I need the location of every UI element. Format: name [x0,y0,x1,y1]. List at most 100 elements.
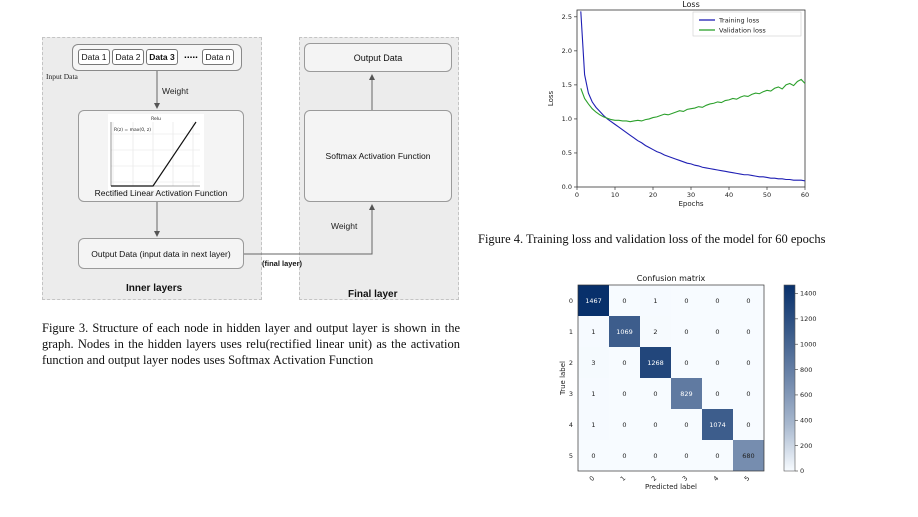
output-final-node: Output Data [304,43,452,72]
cm-colorbar-tick-label: 200 [800,442,812,450]
cm-x-axis-label: Predicted label [645,483,697,491]
cm-y-tick-label: 2 [569,359,573,367]
cm-cell-value: 0 [746,390,750,398]
cm-cell-value: 1074 [709,421,726,429]
cm-cell [578,285,609,316]
cm-cell-value: 3 [591,359,595,367]
loss-y-axis-label: Loss [547,90,555,106]
loss-legend-label: Validation loss [719,26,766,34]
cm-cell [609,316,640,347]
cm-cell [671,285,702,316]
cm-cell [702,316,733,347]
cm-cell [609,378,640,409]
cm-x-tick-label: 1 [619,474,628,483]
cm-cell-value: 0 [746,297,750,305]
cm-cell [640,285,671,316]
cm-cell [578,378,609,409]
loss-y-tick-label: 0.5 [562,149,572,157]
cm-cell-value: 1 [591,421,595,429]
cm-x-tick-label: 5 [743,474,752,483]
relu-mini-formula: R(z) = max(0, z) [114,127,151,133]
loss-legend [692,11,802,37]
cm-cell [733,440,764,471]
cm-cell [671,409,702,440]
cm-cell [640,347,671,378]
cm-cell-value: 0 [684,421,688,429]
cm-x-tick-label: 0 [588,474,597,483]
cm-cell [702,285,733,316]
cm-cell-value: 0 [715,328,719,336]
cm-cell [733,409,764,440]
loss-legend-label: Training loss [718,16,760,24]
cm-colorbar [783,284,796,472]
cm-cell-value: 0 [715,390,719,398]
inner-layers-title: Inner layers [126,283,183,294]
cm-cell-value: 0 [684,297,688,305]
loss-y-tick-label: 0.0 [562,183,572,191]
loss-y-tick-label: 2.0 [562,47,572,55]
cm-cell-value: 0 [622,421,626,429]
cm-cell-value: 1 [591,390,595,398]
cm-cell [640,409,671,440]
cm-colorbar-tick-label: 0 [800,467,804,475]
cm-cell [609,347,640,378]
cm-cell [609,285,640,316]
loss-x-tick-label: 60 [801,191,809,199]
cm-colorbar-tick-label: 400 [800,416,812,424]
cm-cell [640,316,671,347]
cm-cell-value: 0 [591,452,595,460]
loss-chart-title: Loss [682,0,700,9]
cm-cell-value: 0 [684,452,688,460]
cm-cell [671,440,702,471]
cm-cell [671,347,702,378]
cm-cell [702,440,733,471]
output-inner-node: Output Data (input data in next layer) [78,238,244,269]
loss-x-tick-label: 50 [763,191,771,199]
loss-x-axis-label: Epochs [678,200,703,208]
final-layer-title: Final layer [348,289,398,300]
cm-cell-value: 0 [622,452,626,460]
weight-label-right: Weight [331,221,358,231]
cm-cell [733,316,764,347]
loss-x-tick-label: 0 [575,191,579,199]
loss-y-tick-label: 2.5 [562,13,572,21]
loss-series-line-1 [580,78,806,123]
loss-x-tick-label: 30 [687,191,695,199]
loss-x-tick-label: 40 [725,191,733,199]
cm-colorbar-tick-label: 800 [800,366,812,374]
relu-label: Rectified Linear Activation Function [94,188,228,198]
cm-cell [733,347,764,378]
input-data-cell: Data 2 [112,49,144,65]
cm-cell-value: 680 [742,452,754,460]
loss-chart: Loss 0 10 20 30 40 50 60 0.0 0.5 1.0 1.5 2.0 2.5 Epoch… [547,0,809,208]
loss-y-tick-label: 1.0 [562,115,572,123]
cm-y-tick-label: 3 [569,390,573,398]
loss-plot-area [576,9,806,188]
cm-cell [733,285,764,316]
weight-label-top: Weight [162,86,189,96]
cm-cell-value: 0 [715,297,719,305]
figure-4-caption: Figure 4. Training loss and validation l… [478,232,826,246]
cm-x-tick-label: 2 [650,474,659,483]
cm-cell [609,440,640,471]
input-data-ellipsis: ..... [184,50,198,61]
cm-cell [578,409,609,440]
cm-cell-value: 0 [715,452,719,460]
cm-cell [640,440,671,471]
input-data-cell: Data 3 [146,49,178,65]
cm-cell [578,440,609,471]
cm-cell [702,347,733,378]
cm-x-tick-label: 3 [681,474,690,483]
figure-3-caption: Figure 3. Structure of each node in hidd… [42,321,460,367]
cm-cell-value: 0 [653,390,657,398]
cm-cell-value: 0 [746,421,750,429]
cm-cell-value: 1069 [616,328,633,336]
cm-cell-value: 1467 [585,297,602,305]
input-data-cell: Data n [202,49,234,65]
cm-cell-value: 1 [591,328,595,336]
cm-cell-value: 0 [653,452,657,460]
cm-frame [577,284,765,472]
relu-mini-plot: Relu R(z) = max(0, z) [108,114,204,190]
cm-cell-value: 0 [746,328,750,336]
input-data-label: Input Data [46,72,78,81]
